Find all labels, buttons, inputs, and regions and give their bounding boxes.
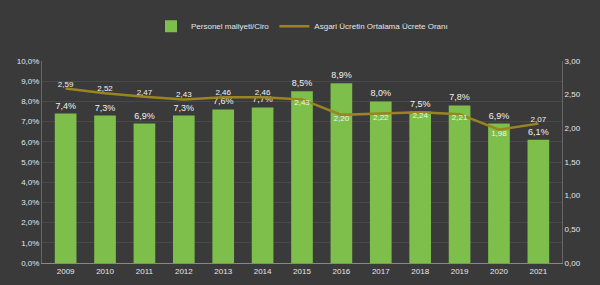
- svg-text:1,98: 1,98: [491, 129, 507, 138]
- svg-text:7,7%: 7,7%: [252, 94, 273, 104]
- svg-text:7,8%: 7,8%: [449, 92, 470, 102]
- svg-text:Personel maliyeti/Ciro: Personel maliyeti/Ciro: [191, 22, 269, 31]
- svg-text:7,0%: 7,0%: [21, 117, 39, 126]
- svg-text:7,3%: 7,3%: [95, 103, 116, 113]
- svg-text:2,20: 2,20: [334, 114, 350, 123]
- svg-text:7,3%: 7,3%: [174, 103, 195, 113]
- svg-text:2016: 2016: [332, 267, 350, 276]
- svg-text:3,00: 3,00: [565, 57, 581, 66]
- svg-text:8,0%: 8,0%: [371, 88, 392, 98]
- svg-text:2,07: 2,07: [531, 115, 547, 124]
- svg-text:2013: 2013: [214, 267, 232, 276]
- svg-text:1,0%: 1,0%: [21, 239, 39, 248]
- svg-text:2011: 2011: [136, 267, 154, 276]
- svg-text:2,59: 2,59: [58, 80, 74, 89]
- svg-text:6,0%: 6,0%: [21, 138, 39, 147]
- svg-text:Asgari Ücretin Ortalama Ücrete: Asgari Ücretin Ortalama Ücrete Oranı: [314, 22, 447, 31]
- svg-text:8,9%: 8,9%: [331, 70, 352, 80]
- svg-text:2,00: 2,00: [565, 124, 581, 133]
- svg-text:2,47: 2,47: [137, 88, 153, 97]
- svg-text:5,0%: 5,0%: [21, 158, 39, 167]
- svg-text:2009: 2009: [57, 267, 75, 276]
- svg-text:4,0%: 4,0%: [21, 178, 39, 187]
- svg-text:1,50: 1,50: [565, 158, 581, 167]
- svg-text:2010: 2010: [96, 267, 114, 276]
- svg-text:2,22: 2,22: [373, 113, 389, 122]
- svg-text:2,21: 2,21: [452, 113, 468, 122]
- svg-text:2021: 2021: [529, 267, 547, 276]
- svg-text:2,46: 2,46: [215, 88, 231, 97]
- svg-text:0,50: 0,50: [565, 225, 581, 234]
- svg-text:9,0%: 9,0%: [21, 77, 39, 86]
- svg-text:2017: 2017: [372, 267, 390, 276]
- svg-text:2,43: 2,43: [294, 98, 310, 107]
- svg-text:2019: 2019: [451, 267, 469, 276]
- svg-text:2014: 2014: [254, 267, 272, 276]
- svg-text:2,43: 2,43: [176, 90, 192, 99]
- svg-text:2012: 2012: [175, 267, 193, 276]
- svg-text:1,00: 1,00: [565, 191, 581, 200]
- svg-text:3,0%: 3,0%: [21, 198, 39, 207]
- svg-text:7,4%: 7,4%: [55, 101, 76, 111]
- svg-text:8,0%: 8,0%: [21, 97, 39, 106]
- svg-text:7,6%: 7,6%: [213, 96, 234, 106]
- svg-text:2,24: 2,24: [412, 111, 428, 120]
- svg-text:2018: 2018: [411, 267, 429, 276]
- svg-text:7,5%: 7,5%: [410, 99, 431, 109]
- svg-text:0,00: 0,00: [565, 259, 581, 268]
- svg-text:10,0%: 10,0%: [17, 57, 40, 66]
- svg-text:8,5%: 8,5%: [292, 78, 313, 88]
- svg-text:0,0%: 0,0%: [21, 259, 39, 268]
- svg-text:2,46: 2,46: [255, 88, 271, 97]
- svg-text:2,0%: 2,0%: [21, 218, 39, 227]
- svg-text:6,1%: 6,1%: [528, 127, 549, 137]
- svg-text:2020: 2020: [490, 267, 508, 276]
- svg-text:6,9%: 6,9%: [134, 111, 155, 121]
- svg-text:2,50: 2,50: [565, 90, 581, 99]
- svg-text:2015: 2015: [293, 267, 311, 276]
- svg-text:2,52: 2,52: [97, 84, 113, 93]
- svg-text:6,9%: 6,9%: [489, 111, 510, 121]
